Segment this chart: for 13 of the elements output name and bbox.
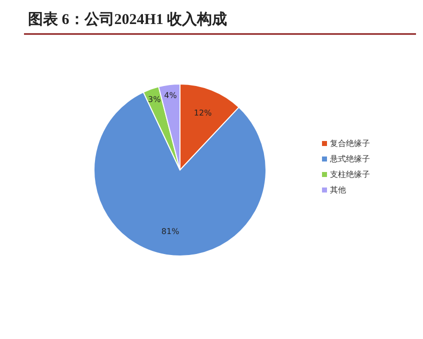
pie-slice <box>180 84 240 170</box>
legend-item: 悬式绝缘子 <box>322 154 370 164</box>
data-label: 12% <box>194 108 212 118</box>
data-label: 4% <box>164 90 178 100</box>
legend-item: 支柱绝缘子 <box>322 170 370 179</box>
chart-title: 图表 6：公司2024H1 收入构成 <box>28 11 228 28</box>
data-label: 3% <box>148 94 162 104</box>
legend-item: 复合绝缘子 <box>322 139 370 148</box>
legend-label: 复合绝缘子 <box>330 139 370 148</box>
legend-label: 其他 <box>330 186 346 194</box>
data-label: 81% <box>161 227 180 236</box>
legend-item: 其他 <box>322 186 346 194</box>
legend-label: 支柱绝缘子 <box>330 170 370 179</box>
